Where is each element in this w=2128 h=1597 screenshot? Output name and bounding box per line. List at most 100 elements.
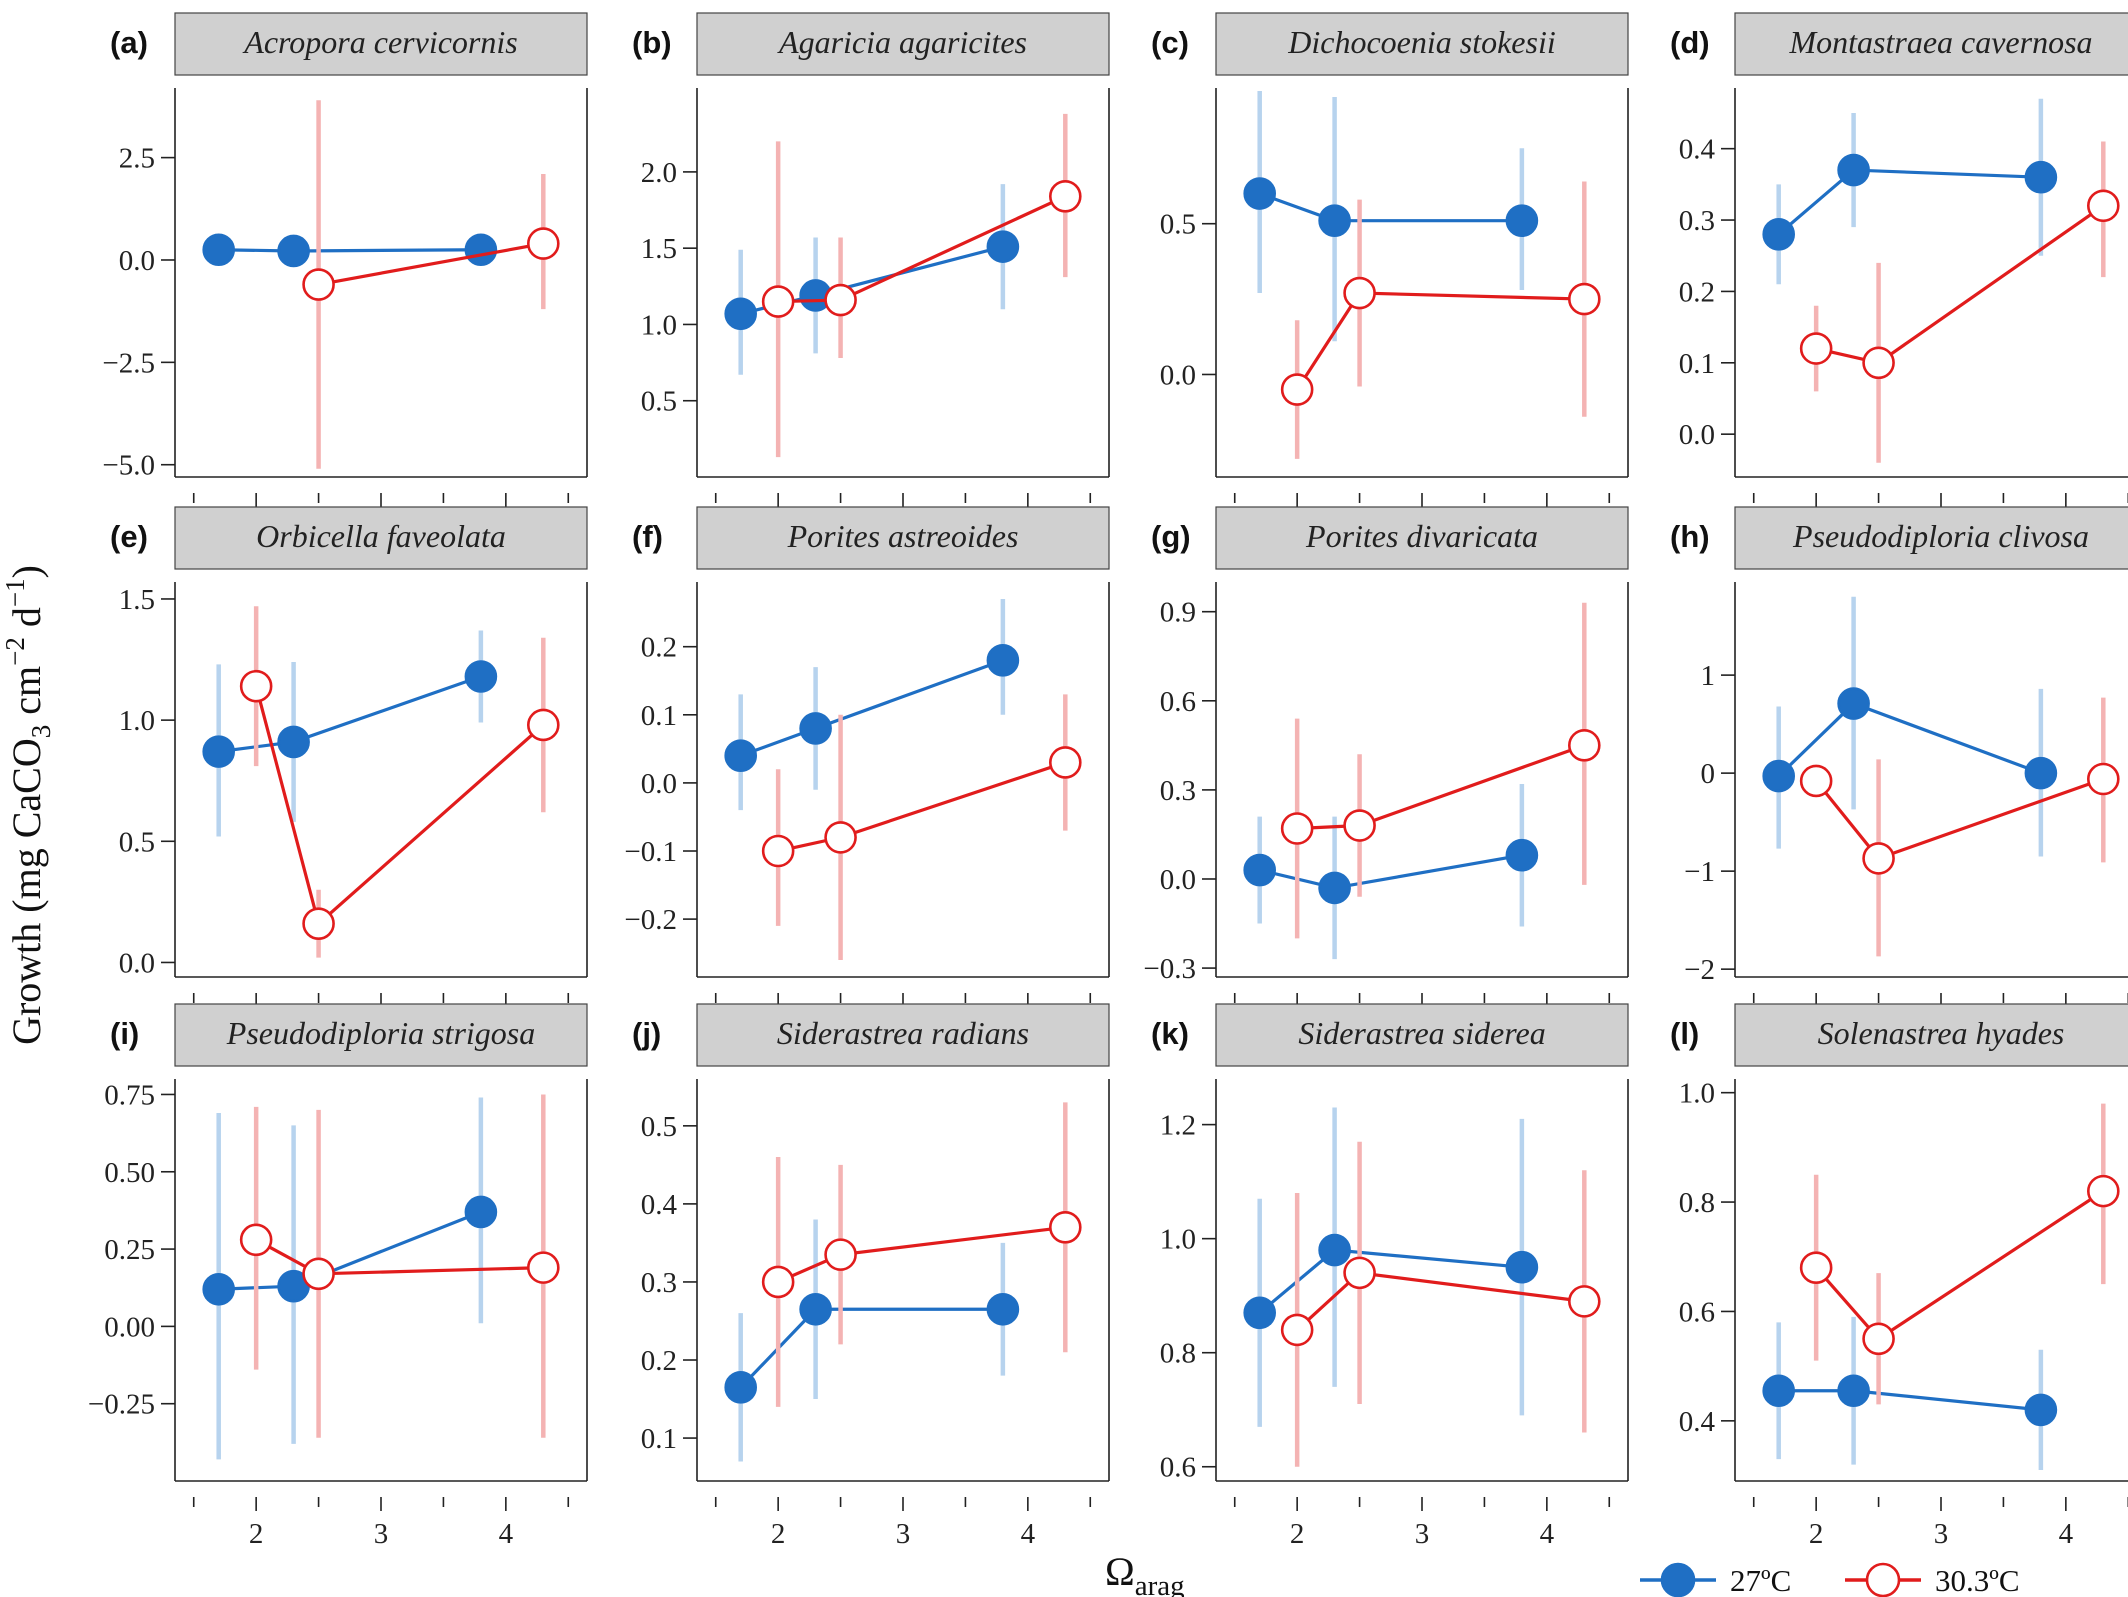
panel-h: Pseudodiploria clivosa (h) −2 −1 0 1: [1670, 506, 2128, 1007]
panel-title: Agaricia agaricites: [777, 24, 1027, 60]
data-point: [464, 660, 498, 693]
panel-strip: [1215, 506, 1629, 570]
panel-strip: [696, 12, 1110, 76]
y-tick-label: 1.5: [641, 233, 677, 265]
data-point: [1862, 1322, 1895, 1356]
data-point: [2024, 160, 2058, 194]
data-point: [1837, 1374, 1870, 1408]
y-tick-label: 0.3: [641, 1267, 677, 1299]
panel-e: Orbicella faveolata (e) 0.0 0.5 1.0 1.5: [110, 506, 588, 1007]
y-tick-label: 0.25: [104, 1234, 155, 1266]
panel-letter: (d): [1670, 25, 1710, 60]
data-point: [2024, 756, 2058, 790]
panel-title: Siderastrea siderea: [1298, 1015, 1545, 1051]
panel-strip: [1215, 1003, 1629, 1067]
y-tick-label: 0.0: [119, 245, 155, 277]
y-tick-label: −1: [1684, 856, 1715, 888]
data-point: [986, 1292, 1020, 1326]
panel-letter: (g): [1151, 519, 1191, 554]
y-tick-label: 0.50: [104, 1157, 155, 1189]
data-point: [1762, 759, 1795, 793]
panel-strip: [696, 506, 1110, 570]
data-point: [527, 227, 560, 260]
data-point: [1318, 871, 1351, 905]
data-point: [302, 268, 335, 301]
data-point: [824, 821, 857, 854]
data-point: [2087, 1174, 2120, 1208]
x-tick-label: 4: [1021, 1518, 1036, 1550]
y-tick-label: 2.5: [119, 143, 155, 175]
series-line: [1814, 1189, 2105, 1341]
y-tick-label: 0.4: [1679, 1406, 1716, 1438]
data-point: [527, 1251, 560, 1284]
panel-a: Acropora cervicornis (a) −5.0 −2.5 0.0 2.5: [102, 12, 588, 507]
series-line: [1259, 192, 1522, 223]
y-tick-label: −5.0: [102, 450, 155, 482]
data-point: [1762, 218, 1795, 251]
data-point: [1568, 729, 1601, 762]
x-axis-label: Ωarag: [1105, 1549, 1185, 1597]
data-point: [724, 739, 757, 772]
data-point: [1505, 838, 1539, 872]
x-tick-label: 4: [1540, 1518, 1555, 1550]
y-tick-label: 1.0: [1160, 1224, 1196, 1256]
data-point: [2087, 189, 2120, 223]
panel-letter: (h): [1670, 519, 1710, 554]
data-point: [1280, 1313, 1314, 1347]
y-tick-label: 0.0: [1160, 864, 1196, 896]
y-tick-label: −0.25: [88, 1389, 155, 1421]
y-tick-label: 0.6: [1160, 1452, 1196, 1484]
panel-strip: [1734, 506, 2128, 570]
x-tick-label: 2: [1290, 1518, 1305, 1550]
y-tick-label: 1.0: [1679, 1078, 1715, 1110]
data-point: [2087, 762, 2120, 796]
data-point: [1837, 153, 1870, 187]
series-line: [1295, 291, 1585, 391]
y-tick-label: 0.9: [1160, 597, 1196, 629]
y-tick-label: 2.0: [641, 157, 677, 189]
panel-g: Porites divaricata (g) −0.3 0.0 0.3 0.6 0.9: [1143, 506, 1629, 1007]
data-point: [761, 834, 795, 868]
data-point: [1568, 1285, 1601, 1318]
y-tick-label: −2: [1684, 954, 1715, 986]
data-point: [824, 283, 857, 317]
panel-letter: (i): [110, 1016, 139, 1051]
data-point: [986, 230, 1020, 263]
y-tick-label: 0.1: [1679, 348, 1715, 380]
series-line: [1778, 1389, 2042, 1412]
data-point: [1762, 1374, 1795, 1408]
panel-j: Siderastrea radians (j) 0.1 0.2 0.3 0.4 0.5 2 3 4: [632, 1003, 1110, 1550]
data-point: [2024, 1393, 2058, 1427]
panel-title: Siderastrea radians: [777, 1015, 1029, 1051]
panel-strip: [1215, 12, 1629, 76]
data-point: [1280, 812, 1314, 845]
data-point: [724, 1371, 757, 1404]
legend-label: 30.3ºC: [1935, 1563, 2020, 1597]
data-point: [1799, 332, 1833, 365]
y-tick-label: 0.6: [1679, 1296, 1715, 1328]
y-tick-label: −0.2: [624, 904, 677, 936]
data-point: [1243, 1296, 1276, 1330]
data-point: [761, 285, 795, 318]
panel-strip: [1734, 1003, 2128, 1067]
data-point: [986, 644, 1020, 677]
data-point: [1343, 1256, 1376, 1290]
y-tick-label: 0.5: [641, 386, 677, 418]
series-line: [740, 658, 1004, 758]
y-tick-label: 0.00: [104, 1311, 155, 1343]
data-point: [1862, 842, 1895, 875]
panel-letter: (l): [1670, 1016, 1699, 1051]
data-point: [202, 1272, 235, 1306]
series-line: [218, 248, 481, 253]
data-point: [239, 669, 273, 703]
y-tick-label: 1.2: [1160, 1110, 1196, 1142]
data-point: [761, 1265, 795, 1299]
data-point: [1343, 276, 1376, 310]
panel-i: Pseudodiploria strigosa (i) −0.25 0.00 0.25 0…: [88, 1003, 588, 1550]
panel-title: Pseudodiploria clivosa: [1792, 518, 2089, 554]
panel-d: Montastraea cavernosa (d) 0.0 0.1 0.2 0.3 0.4: [1670, 12, 2128, 507]
y-tick-label: 0.75: [104, 1079, 155, 1111]
series-line: [1297, 743, 1585, 831]
panel-letter: (e): [110, 519, 148, 554]
